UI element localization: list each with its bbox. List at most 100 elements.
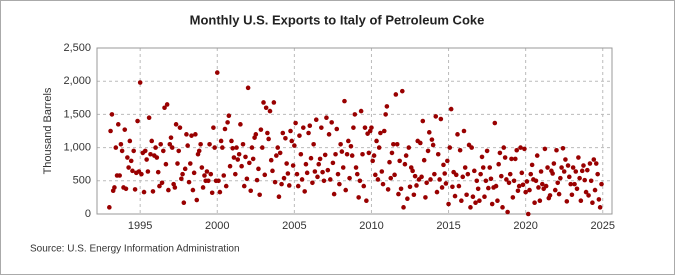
- point: [211, 125, 216, 130]
- point: [593, 161, 599, 166]
- point: [543, 183, 549, 189]
- point: [179, 176, 184, 182]
- point: [384, 104, 390, 109]
- point: [288, 128, 293, 134]
- y-tick-label: 1,500: [63, 108, 91, 120]
- point: [435, 151, 441, 157]
- point: [502, 155, 508, 160]
- point: [186, 179, 192, 185]
- point: [202, 173, 207, 178]
- point: [353, 165, 359, 170]
- point: [473, 200, 478, 206]
- point: [552, 187, 558, 193]
- point: [574, 186, 580, 192]
- point: [576, 155, 581, 160]
- point: [487, 165, 493, 170]
- point: [421, 157, 427, 163]
- point: [569, 192, 575, 198]
- point: [334, 126, 340, 132]
- point: [276, 194, 282, 200]
- point: [172, 185, 178, 190]
- y-tick-label: 2,500: [63, 42, 91, 54]
- plot-border: [96, 47, 613, 215]
- point: [533, 178, 539, 184]
- point: [401, 205, 406, 210]
- point: [327, 177, 333, 182]
- point: [166, 187, 171, 193]
- point: [509, 156, 514, 162]
- point: [452, 193, 458, 199]
- point: [248, 188, 254, 194]
- point: [280, 130, 286, 136]
- point: [360, 151, 365, 157]
- point: [326, 132, 332, 137]
- point: [220, 145, 225, 150]
- point: [558, 175, 563, 181]
- point: [137, 80, 143, 85]
- point: [231, 155, 237, 160]
- point: [376, 145, 382, 150]
- point: [579, 168, 585, 174]
- point: [117, 173, 122, 178]
- point: [149, 138, 155, 144]
- point: [279, 181, 284, 187]
- point: [310, 180, 315, 186]
- point: [534, 153, 540, 158]
- point: [223, 183, 229, 189]
- point: [515, 188, 521, 194]
- point: [477, 198, 482, 204]
- point: [233, 171, 238, 177]
- point: [261, 100, 266, 105]
- point: [177, 125, 183, 130]
- point: [392, 172, 397, 178]
- point: [488, 176, 494, 182]
- point: [489, 201, 495, 207]
- point: [298, 151, 304, 157]
- point: [346, 138, 351, 144]
- point: [258, 127, 264, 132]
- point: [399, 88, 405, 94]
- x-tick-label: 2025: [591, 220, 615, 232]
- point: [510, 195, 516, 200]
- point: [586, 193, 591, 198]
- point: [519, 170, 525, 176]
- point: [184, 132, 189, 137]
- point: [387, 159, 392, 165]
- point: [317, 156, 323, 162]
- point: [191, 170, 197, 176]
- point: [573, 169, 579, 174]
- point: [475, 186, 481, 192]
- point: [293, 120, 298, 126]
- point: [225, 120, 230, 125]
- point: [483, 178, 489, 184]
- point: [207, 141, 212, 147]
- y-axis-label: Thousand Barrels: [42, 87, 54, 174]
- point: [312, 169, 318, 174]
- point: [366, 150, 372, 156]
- point: [381, 128, 387, 134]
- point: [518, 145, 523, 150]
- point: [524, 179, 530, 184]
- point: [266, 136, 271, 142]
- point: [385, 187, 391, 192]
- point: [568, 181, 573, 187]
- point: [267, 108, 273, 114]
- point: [130, 168, 135, 174]
- point: [538, 169, 544, 174]
- point: [208, 171, 214, 177]
- point: [325, 167, 331, 173]
- point: [238, 122, 243, 127]
- point: [154, 155, 160, 160]
- point: [551, 161, 557, 166]
- point: [294, 171, 300, 177]
- point: [429, 137, 435, 142]
- point: [597, 205, 603, 210]
- point: [107, 205, 112, 210]
- point: [565, 163, 571, 168]
- point: [406, 145, 412, 150]
- point: [479, 154, 485, 160]
- point: [564, 199, 570, 204]
- point: [198, 141, 203, 147]
- point: [289, 138, 295, 144]
